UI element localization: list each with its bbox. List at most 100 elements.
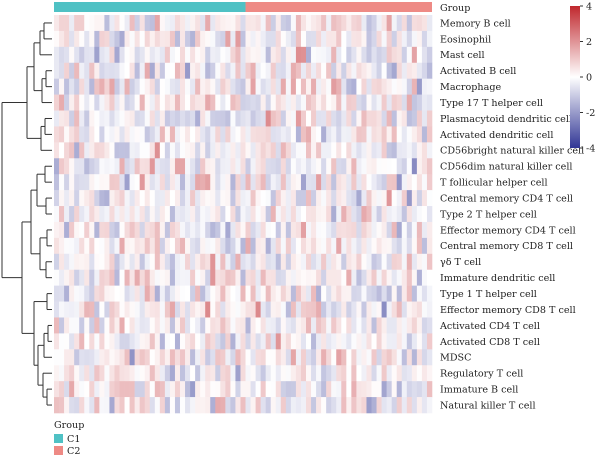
heatmap-cell — [366, 221, 372, 239]
heatmap-cell — [245, 62, 251, 79]
heatmap-cell — [391, 206, 398, 223]
heatmap-cell — [321, 317, 327, 334]
heatmap-cell — [406, 46, 413, 64]
heatmap-cell — [169, 94, 176, 111]
heatmap-cell — [421, 285, 428, 302]
annotation-label: Group — [440, 3, 470, 14]
heatmap-cell — [311, 253, 317, 271]
heatmap-cell — [311, 46, 317, 64]
heatmap-cell — [164, 142, 171, 159]
heatmap-cell — [270, 158, 277, 175]
heatmap-cell — [205, 126, 211, 143]
heatmap-cell — [185, 269, 191, 286]
heatmap-cell — [64, 190, 70, 207]
heatmap-cell — [79, 397, 85, 414]
heatmap-cell — [381, 110, 387, 127]
heatmap-cell — [336, 94, 342, 111]
heatmap-cell — [119, 62, 125, 79]
heatmap-cell — [250, 158, 256, 175]
heatmap-cell — [169, 62, 176, 79]
heatmap-cell — [421, 62, 428, 79]
heatmap-cell — [114, 269, 120, 286]
heatmap-cell — [316, 301, 322, 318]
heatmap-cell — [144, 46, 151, 64]
heatmap-cell — [406, 206, 413, 223]
heatmap-cell — [250, 94, 256, 111]
heatmap-cell — [245, 397, 251, 414]
heatmap-cell — [99, 142, 105, 159]
heatmap-cell — [331, 301, 337, 318]
heatmap-cell — [386, 301, 392, 318]
heatmap-cell — [240, 46, 246, 64]
heatmap-cell — [59, 397, 65, 414]
heatmap-cell — [341, 30, 347, 48]
heatmap-cell — [119, 78, 125, 95]
heatmap-cell — [341, 397, 347, 414]
heatmap-cell — [79, 110, 85, 127]
heatmap-cell — [89, 126, 95, 143]
heatmap-cell — [159, 237, 166, 255]
heatmap-cell — [74, 206, 80, 223]
heatmap-cell — [205, 317, 211, 334]
heatmap-cell — [164, 62, 171, 79]
heatmap-cell — [341, 349, 347, 366]
heatmap-cell — [235, 174, 241, 191]
heatmap-cell — [300, 94, 307, 111]
heatmap-cell — [316, 237, 322, 255]
heatmap-cell — [406, 397, 413, 414]
heatmap-cell — [159, 365, 166, 382]
heatmap-cell — [164, 365, 171, 382]
heatmap-cell — [306, 94, 312, 111]
heatmap-cell — [421, 206, 428, 223]
heatmap-cell — [235, 94, 241, 111]
heatmap-cell — [376, 94, 382, 111]
heatmap-cell — [361, 126, 367, 143]
heatmap-cell — [331, 221, 337, 239]
heatmap-cell — [421, 381, 428, 398]
heatmap-cell — [401, 78, 408, 95]
heatmap-cell — [416, 253, 423, 271]
heatmap-cell — [89, 110, 95, 127]
heatmap-cell — [69, 126, 75, 143]
heatmap-cell — [230, 174, 236, 191]
heatmap-cell — [331, 285, 337, 302]
heatmap-cell — [245, 142, 251, 159]
heatmap-cell — [295, 62, 302, 79]
heatmap-cell — [331, 158, 337, 175]
heatmap-cell — [129, 333, 135, 350]
heatmap-cell — [225, 381, 231, 398]
heatmap-cell — [336, 253, 342, 271]
row-label: Central memory CD4 T cell — [440, 193, 573, 204]
heatmap-cell — [416, 317, 423, 334]
heatmap-cell — [230, 142, 236, 159]
heatmap-cell — [54, 142, 60, 159]
heatmap-cell — [185, 301, 191, 318]
heatmap-cell — [290, 206, 297, 223]
heatmap-cell — [275, 333, 282, 350]
heatmap-cell — [275, 15, 282, 32]
heatmap-cell — [119, 221, 125, 239]
heatmap-cell — [391, 142, 398, 159]
heatmap-cell — [321, 301, 327, 318]
heatmap-cell — [406, 285, 413, 302]
heatmap-cell — [321, 237, 327, 255]
heatmap-cell — [285, 365, 292, 382]
heatmap-cell — [250, 126, 256, 143]
heatmap-cell — [356, 397, 362, 414]
heatmap-cell — [169, 158, 176, 175]
heatmap-cell — [240, 110, 246, 127]
heatmap-cell — [129, 206, 135, 223]
heatmap-cell — [89, 237, 95, 255]
heatmap-cell — [174, 333, 181, 350]
heatmap-cell — [321, 253, 327, 271]
heatmap-cell — [89, 78, 95, 95]
heatmap-cell — [114, 333, 120, 350]
heatmap-cell — [134, 126, 140, 143]
heatmap-cell — [230, 110, 236, 127]
heatmap-cell — [144, 397, 151, 414]
heatmap-cell — [114, 30, 120, 48]
heatmap-cell — [255, 333, 261, 350]
heatmap-cell — [200, 365, 206, 382]
heatmap-cell — [376, 174, 382, 191]
heatmap-cell — [124, 190, 130, 207]
